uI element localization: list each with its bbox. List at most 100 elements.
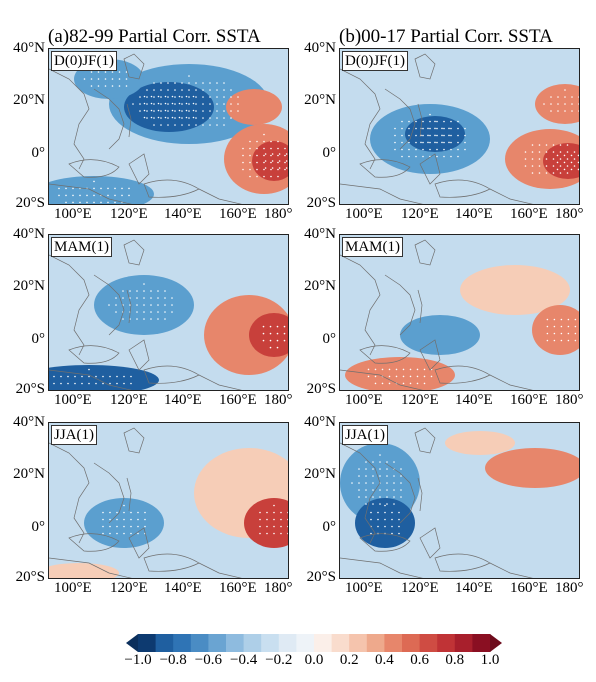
coastline: [93, 274, 125, 336]
colorbar-tick-label: −0.6: [194, 652, 222, 668]
coastline: [198, 374, 242, 390]
coastline: [417, 477, 423, 512]
longitude-label: 140°E: [164, 392, 202, 408]
latitude-label: 20°N: [13, 466, 45, 482]
coastline: [359, 533, 411, 552]
colorbar-segment: [190, 634, 209, 652]
longitude-label: 100°E: [54, 392, 92, 408]
season-label: JJA(1): [51, 425, 97, 445]
map-panel: MAM(1): [48, 234, 289, 391]
longitude-label: 180°: [555, 206, 584, 222]
colorbar-segment: [472, 634, 491, 652]
coastline: [126, 103, 132, 138]
latitude-label: 40°N: [13, 414, 45, 430]
coastline: [49, 254, 90, 356]
colorbar-segment: [173, 634, 192, 652]
colorbar-segment: [278, 634, 297, 652]
negative-anomaly: [405, 116, 465, 152]
colorbar-max-arrow: [490, 634, 502, 652]
colorbar-tick-label: −0.8: [159, 652, 187, 668]
longitude-label: 100°E: [54, 206, 92, 222]
coastlines: [49, 239, 242, 390]
coastline: [414, 239, 436, 266]
longitude-label: 160°E: [510, 206, 548, 222]
coastline: [340, 369, 423, 390]
colorbar-min-arrow: [126, 634, 138, 652]
positive-anomaly: [226, 89, 282, 125]
longitude-label: 180°: [264, 206, 293, 222]
colorbar-tick-label: −0.2: [265, 652, 293, 668]
latitude-label: 20°N: [304, 466, 336, 482]
longitude-label: 160°E: [510, 392, 548, 408]
title-right: (b)00-17 Partial Corr. SSTA: [339, 26, 553, 47]
latitude-label: 20°N: [13, 278, 45, 294]
significance-stippling: [102, 504, 288, 535]
latitude-label: 20°S: [306, 569, 336, 585]
longitude-label: 100°E: [54, 580, 92, 596]
season-label: D(0)JF(1): [51, 51, 117, 71]
latitude-label: 20°S: [306, 381, 336, 397]
coastline: [340, 557, 423, 578]
correlation-map: [49, 423, 288, 578]
coastline: [414, 427, 436, 454]
coastline: [49, 442, 90, 544]
coastline: [489, 188, 533, 204]
longitude-label: 160°E: [219, 392, 257, 408]
positive-anomaly: [445, 431, 515, 455]
positive-anomaly: [252, 141, 288, 181]
map-panel: JJA(1): [48, 422, 289, 579]
colorbar-tick-label: −1.0: [124, 652, 152, 668]
coastline: [128, 339, 150, 371]
coastline: [384, 462, 416, 524]
longitude-label: 100°E: [345, 206, 383, 222]
colorbar-tick-label: 0.4: [375, 652, 394, 668]
longitude-label: 180°: [555, 580, 584, 596]
colorbar-segment: [366, 634, 385, 652]
latitude-label: 20°S: [15, 195, 45, 211]
coastline: [143, 365, 200, 384]
latitude-label: 40°N: [304, 226, 336, 242]
coastline: [419, 339, 441, 371]
colorbar-segment: [296, 634, 315, 652]
colorbar-segment: [314, 634, 333, 652]
longitude-label: 120°E: [401, 580, 439, 596]
colorbar-segment: [261, 634, 280, 652]
latitude-label: 20°N: [13, 92, 45, 108]
longitude-label: 160°E: [510, 580, 548, 596]
longitude-label: 120°E: [401, 392, 439, 408]
coastline: [143, 179, 200, 198]
coastline: [198, 188, 242, 204]
colorbar-tick-label: 0.0: [304, 652, 324, 668]
colorbar-segment: [331, 634, 350, 652]
coastline: [123, 53, 145, 80]
positive-anomaly: [460, 265, 570, 315]
coastline: [434, 179, 491, 198]
coastline: [93, 462, 125, 524]
coastlines: [49, 53, 242, 204]
coastline: [359, 345, 411, 364]
coastline: [419, 153, 441, 185]
coastline: [49, 557, 132, 578]
season-label: D(0)JF(1): [342, 51, 408, 71]
latitude-label: 40°N: [304, 40, 336, 56]
coastline: [123, 239, 145, 266]
longitude-label: 140°E: [164, 580, 202, 596]
positive-anomaly: [532, 305, 579, 355]
latitude-label: 0°: [322, 331, 337, 347]
colorbar-segment: [243, 634, 262, 652]
negative-anomaly: [49, 176, 154, 204]
latitude-label: 0°: [322, 145, 337, 161]
colorbar-segment: [419, 634, 438, 652]
positive-anomaly: [244, 498, 288, 548]
correlation-map: [49, 49, 288, 204]
latitude-label: 40°N: [304, 414, 336, 430]
coastlines: [49, 427, 242, 578]
longitude-label: 160°E: [219, 580, 257, 596]
correlation-map: [49, 235, 288, 390]
longitude-label: 120°E: [110, 206, 148, 222]
colorbar-segment: [226, 634, 245, 652]
coastline: [126, 477, 132, 512]
positive-anomaly: [535, 84, 579, 124]
significance-stippling: [394, 89, 579, 174]
coastline: [68, 159, 120, 178]
